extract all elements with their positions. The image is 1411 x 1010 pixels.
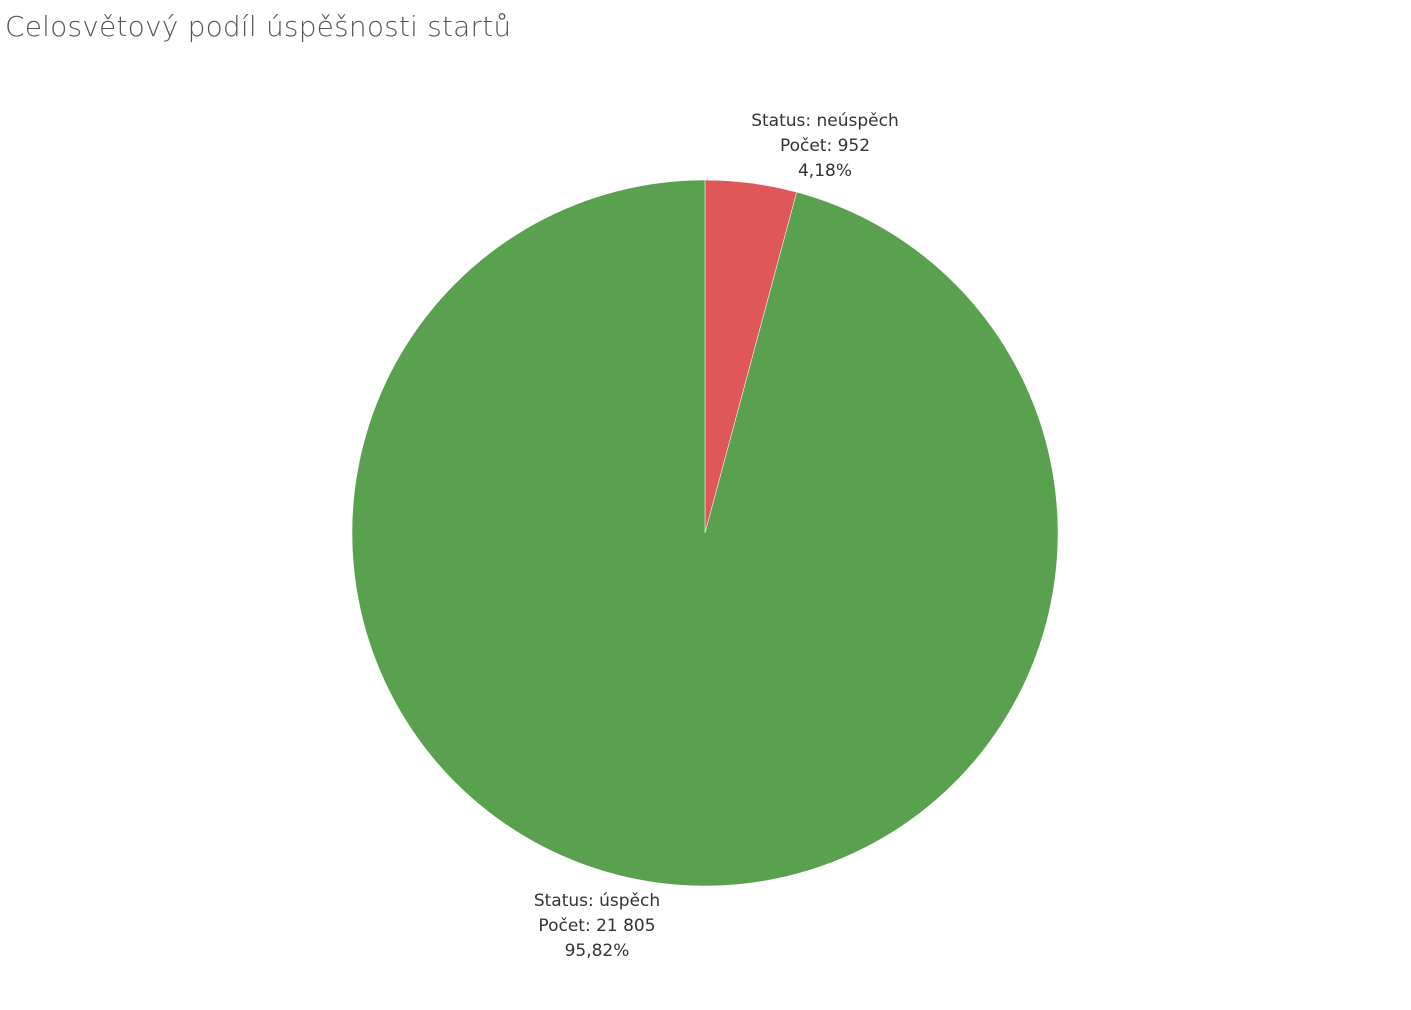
slice-label-failure: Status: neúspěch Počet: 952 4,18% xyxy=(751,111,899,181)
slice-label-line: 4,18% xyxy=(798,161,852,181)
pie-slices xyxy=(351,179,1059,887)
pie-slice-success[interactable] xyxy=(351,179,1059,887)
slice-label-line: Status: úspěch xyxy=(534,891,660,911)
slice-label-line: 95,82% xyxy=(565,941,630,961)
slice-label-line: Počet: 21 805 xyxy=(538,916,655,936)
slice-label-line: Počet: 952 xyxy=(780,136,870,156)
pie-labels: Status: neúspěch Počet: 952 4,18% Status: ú… xyxy=(534,111,899,961)
slice-label-line: Status: neúspěch xyxy=(751,111,899,131)
chart-title: Celosvětový podíl úspěšnosti startů xyxy=(5,10,512,43)
slice-label-success: Status: úspěch Počet: 21 805 95,82% xyxy=(534,891,660,961)
